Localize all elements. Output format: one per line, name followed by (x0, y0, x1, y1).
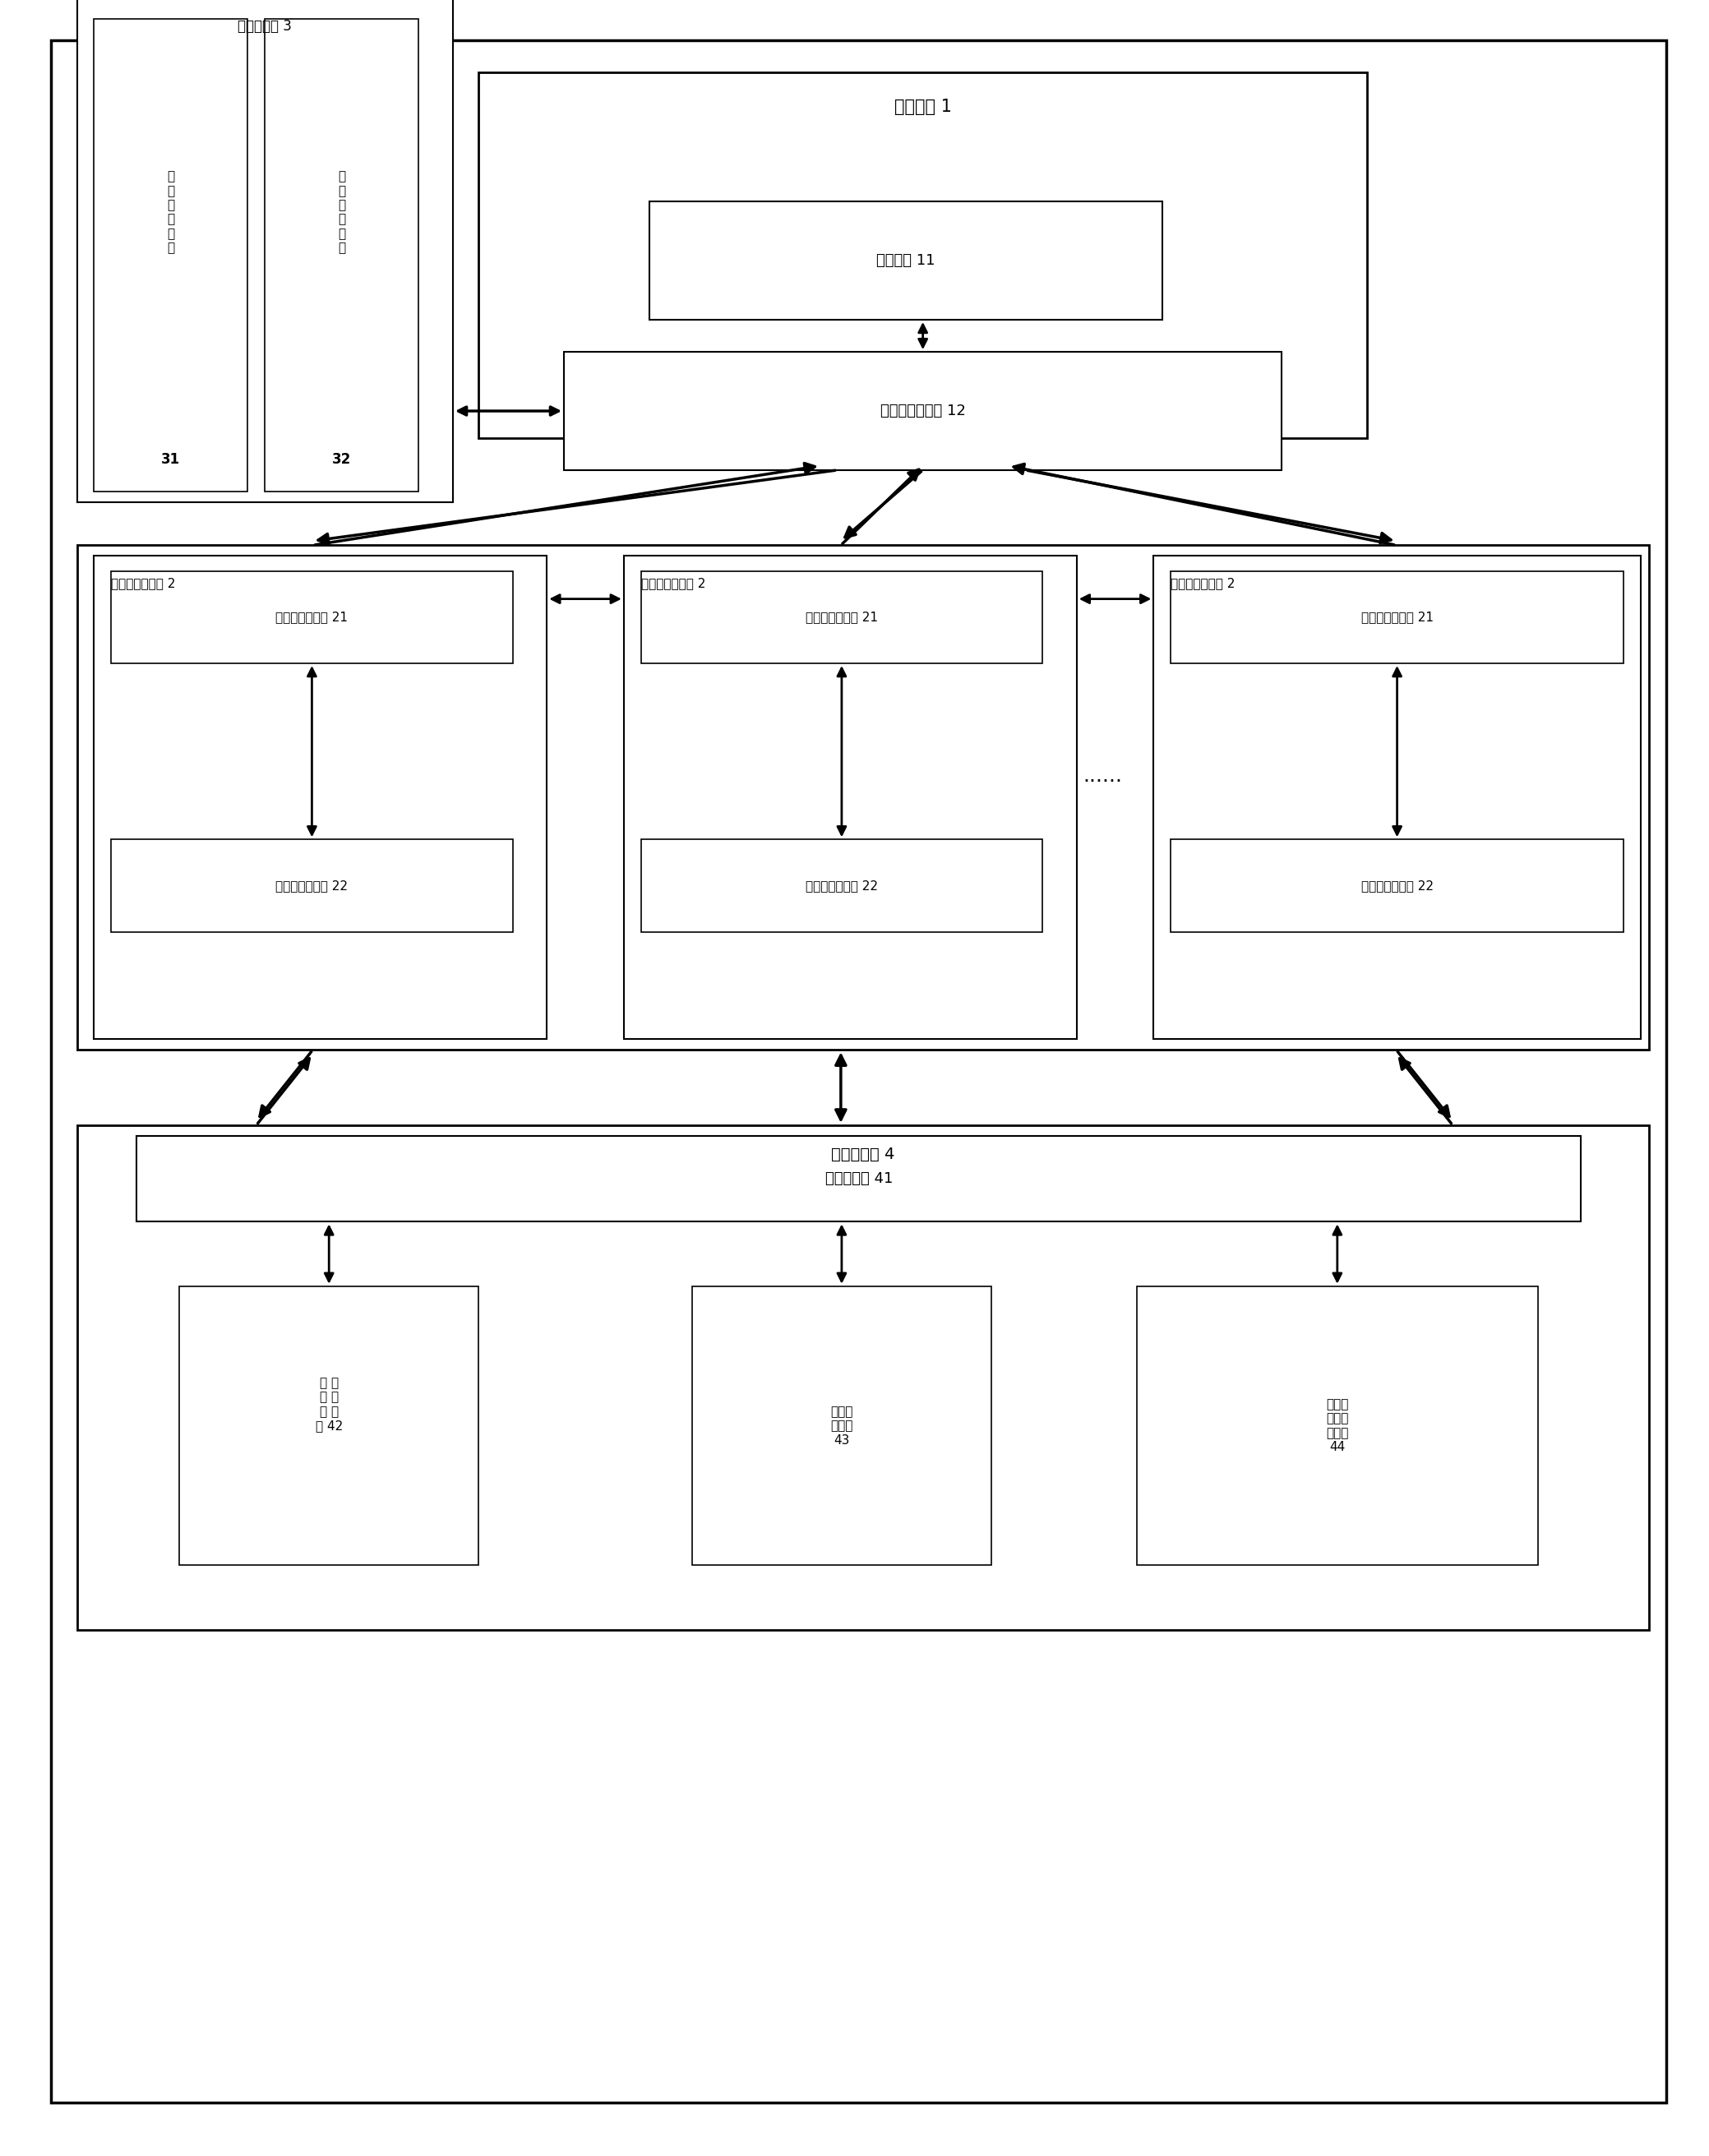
FancyBboxPatch shape (641, 839, 1042, 931)
Text: 模 型
数 据
服 务
器 42: 模 型 数 据 服 务 器 42 (316, 1378, 342, 1432)
FancyBboxPatch shape (111, 839, 513, 931)
FancyBboxPatch shape (649, 203, 1162, 319)
Text: 任
务
调
度
算
法: 任 务 调 度 算 法 (338, 170, 345, 254)
Text: 并行通误子模块 21: 并行通误子模块 21 (275, 610, 349, 623)
Text: 并行绘制子模块 22: 并行绘制子模块 22 (275, 880, 349, 893)
FancyBboxPatch shape (94, 556, 547, 1039)
Text: 数据接口层 41: 数据接口层 41 (825, 1171, 892, 1186)
FancyBboxPatch shape (51, 41, 1666, 2102)
FancyBboxPatch shape (111, 571, 513, 664)
Text: 并行绘制子模块 22: 并行绘制子模块 22 (805, 880, 878, 893)
FancyBboxPatch shape (564, 351, 1282, 470)
Text: 光照图
服务器
43: 光照图 服务器 43 (831, 1406, 853, 1447)
FancyBboxPatch shape (94, 19, 248, 492)
FancyBboxPatch shape (1136, 1287, 1538, 1565)
FancyBboxPatch shape (77, 545, 1649, 1050)
Text: 并行通误子模块 21: 并行通误子模块 21 (805, 610, 878, 623)
Text: 并行通误管理器 12: 并行通误管理器 12 (880, 403, 966, 418)
FancyBboxPatch shape (641, 571, 1042, 664)
FancyBboxPatch shape (1171, 571, 1624, 664)
FancyBboxPatch shape (137, 1136, 1581, 1222)
FancyBboxPatch shape (265, 19, 419, 492)
Text: 并行绘制子模块 22: 并行绘制子模块 22 (1360, 880, 1434, 893)
Text: 文件服务器 4: 文件服务器 4 (831, 1147, 896, 1162)
Text: 主控节点 1: 主控节点 1 (894, 99, 952, 114)
Text: 负
载
均
衡
算
法: 负 载 均 衡 算 法 (167, 170, 174, 254)
FancyBboxPatch shape (692, 1287, 991, 1565)
Text: 绘制任务子节点 2: 绘制任务子节点 2 (641, 578, 706, 591)
Text: 并行通误子模块 21: 并行通误子模块 21 (1360, 610, 1434, 623)
Text: 绘制任务子节点 2: 绘制任务子节点 2 (1171, 578, 1236, 591)
Text: 任务管理器 3: 任务管理器 3 (238, 19, 292, 34)
FancyBboxPatch shape (1171, 839, 1624, 931)
FancyBboxPatch shape (1154, 556, 1641, 1039)
FancyBboxPatch shape (77, 0, 453, 502)
Text: ......: ...... (1082, 765, 1123, 787)
Text: 应用程序 11: 应用程序 11 (877, 252, 935, 267)
FancyBboxPatch shape (179, 1287, 479, 1565)
Text: 绘制任务子节点 2: 绘制任务子节点 2 (111, 578, 176, 591)
FancyBboxPatch shape (77, 1125, 1649, 1630)
Text: 31: 31 (161, 453, 181, 466)
Text: 渲染结
果文件
服务器
44: 渲染结 果文件 服务器 44 (1326, 1397, 1348, 1453)
Text: 32: 32 (332, 453, 352, 466)
FancyBboxPatch shape (624, 556, 1077, 1039)
FancyBboxPatch shape (479, 73, 1367, 438)
